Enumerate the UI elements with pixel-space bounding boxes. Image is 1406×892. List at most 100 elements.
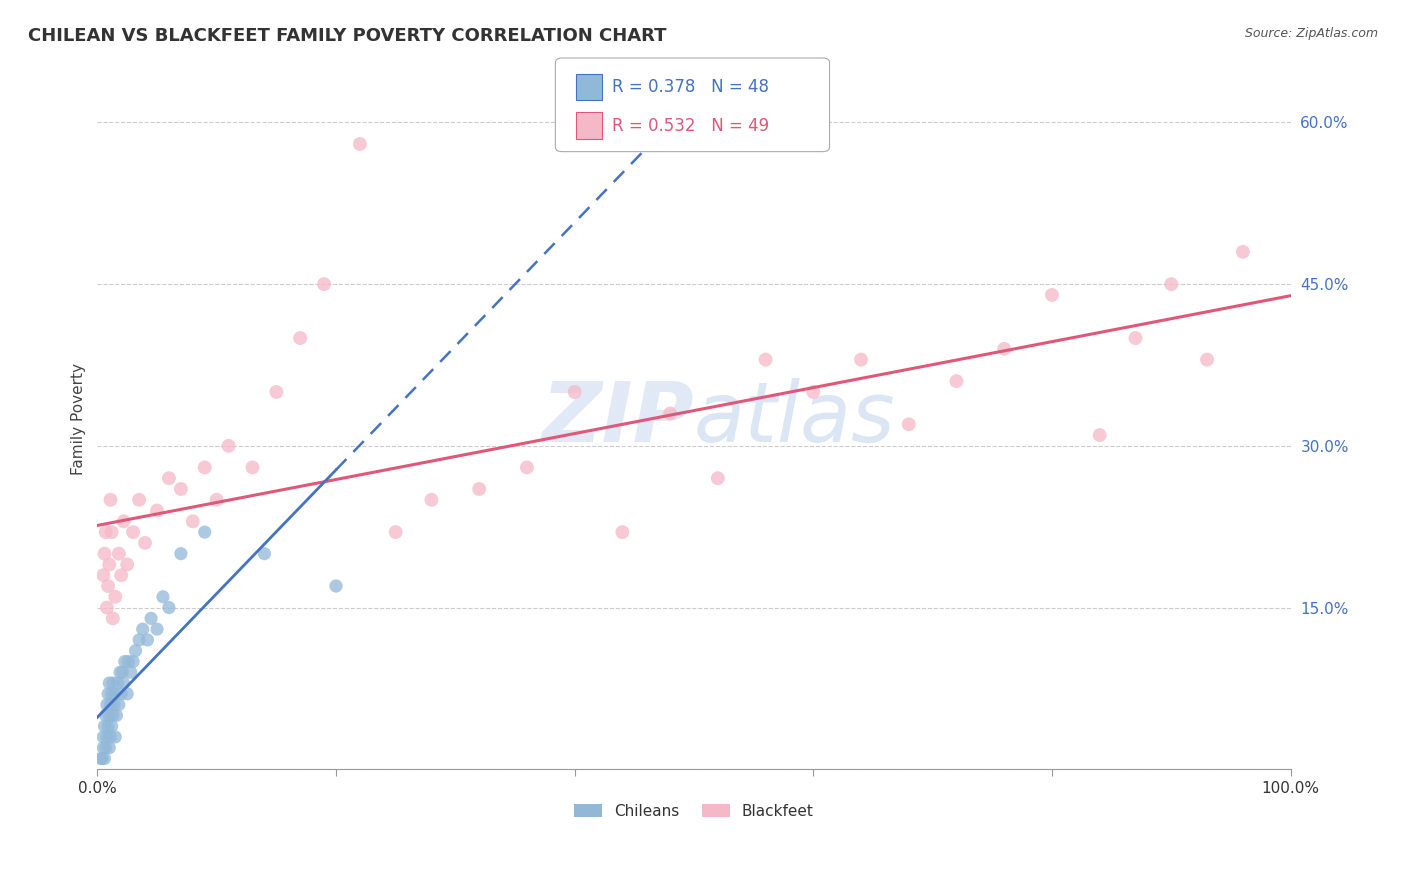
Point [115, 558, 138, 572]
Point [93, 751, 115, 765]
Point [1160, 277, 1182, 292]
Point [170, 482, 193, 496]
Point [134, 536, 156, 550]
Point [146, 622, 169, 636]
Point [110, 568, 132, 582]
Point [120, 665, 142, 680]
Point [117, 655, 139, 669]
Point [91, 568, 114, 582]
Point [152, 590, 174, 604]
Point [139, 611, 162, 625]
Point [194, 460, 217, 475]
Point [290, 331, 312, 345]
Point [100, 698, 122, 712]
Point [516, 460, 538, 475]
Point [98, 740, 121, 755]
Point [110, 687, 132, 701]
Point [124, 643, 146, 657]
Point [242, 460, 264, 475]
Point [108, 665, 131, 680]
Point [96, 600, 118, 615]
Point [101, 676, 124, 690]
Point [218, 439, 240, 453]
Point [468, 482, 491, 496]
Point [100, 730, 122, 744]
Point [105, 708, 128, 723]
Point [112, 676, 135, 690]
Point [612, 525, 634, 540]
Point [107, 676, 129, 690]
Point [90, 751, 112, 765]
Point [104, 590, 127, 604]
Point [97, 579, 120, 593]
Text: atlas: atlas [695, 378, 896, 459]
Point [420, 492, 443, 507]
Text: R = 0.532   N = 49: R = 0.532 N = 49 [612, 117, 769, 135]
Point [659, 407, 682, 421]
Point [103, 698, 125, 712]
Point [801, 384, 824, 399]
Point [1232, 244, 1254, 259]
Point [564, 384, 586, 399]
Point [253, 547, 276, 561]
Point [112, 514, 135, 528]
Point [104, 730, 127, 744]
Text: Source: ZipAtlas.com: Source: ZipAtlas.com [1244, 27, 1378, 40]
Point [101, 611, 124, 625]
Point [897, 417, 920, 432]
Point [1197, 352, 1219, 367]
Point [114, 655, 136, 669]
Point [100, 525, 122, 540]
Y-axis label: Family Poverty: Family Poverty [72, 363, 86, 475]
Point [91, 730, 114, 744]
Point [100, 719, 122, 733]
Point [707, 471, 730, 485]
Text: CHILEAN VS BLACKFEET FAMILY POVERTY CORRELATION CHART: CHILEAN VS BLACKFEET FAMILY POVERTY CORR… [28, 27, 666, 45]
Point [945, 374, 967, 388]
Point [94, 525, 117, 540]
Point [1040, 288, 1063, 302]
Point [100, 492, 122, 507]
Point [101, 708, 124, 723]
Point [384, 525, 406, 540]
Point [157, 471, 180, 485]
Point [108, 698, 131, 712]
Point [349, 136, 371, 151]
Point [115, 687, 138, 701]
Point [97, 719, 120, 733]
Point [122, 655, 145, 669]
Point [136, 632, 159, 647]
Point [104, 687, 127, 701]
Point [325, 579, 347, 593]
Point [94, 740, 117, 755]
Point [98, 708, 121, 723]
Point [266, 384, 288, 399]
Point [849, 352, 872, 367]
Point [96, 698, 118, 712]
Point [93, 719, 115, 733]
Point [194, 525, 217, 540]
Point [1088, 428, 1111, 442]
Point [122, 525, 145, 540]
Point [91, 751, 114, 765]
Point [181, 514, 204, 528]
Point [312, 277, 335, 292]
Point [205, 492, 228, 507]
Point [91, 740, 114, 755]
Point [157, 600, 180, 615]
Point [97, 687, 120, 701]
Point [993, 342, 1015, 356]
Point [94, 708, 117, 723]
Point [93, 547, 115, 561]
Point [146, 503, 169, 517]
Point [170, 547, 193, 561]
Point [128, 492, 150, 507]
Point [98, 676, 121, 690]
Point [108, 547, 131, 561]
Text: R = 0.378   N = 48: R = 0.378 N = 48 [612, 78, 769, 95]
Point [1125, 331, 1147, 345]
Point [755, 352, 778, 367]
Point [100, 687, 122, 701]
Point [98, 558, 121, 572]
Point [111, 665, 134, 680]
